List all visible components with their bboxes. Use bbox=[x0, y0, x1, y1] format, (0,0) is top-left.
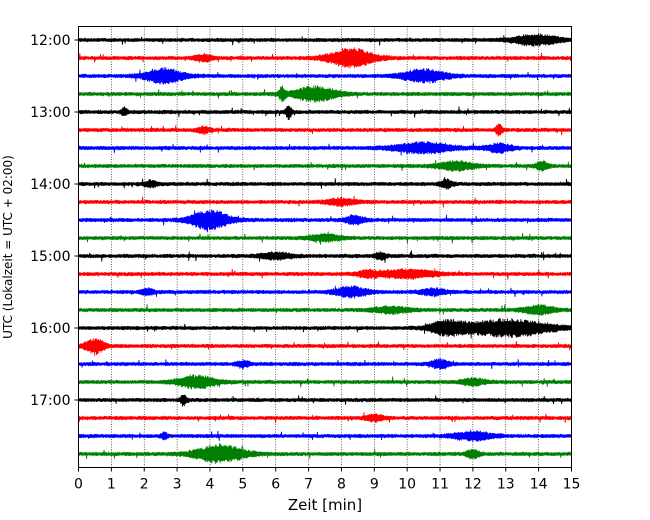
x-tick-label: 12 bbox=[464, 477, 482, 493]
seismogram-trace bbox=[78, 429, 572, 442]
x-tick-label: 3 bbox=[173, 477, 182, 493]
x-tick-label: 5 bbox=[238, 477, 247, 493]
seismogram-trace bbox=[78, 442, 572, 465]
seismogram-trace bbox=[78, 394, 572, 407]
x-tick-label: 15 bbox=[563, 477, 581, 493]
seismogram-trace bbox=[78, 303, 572, 316]
seismogram-trace bbox=[78, 231, 572, 245]
seismogram-trace bbox=[78, 159, 572, 173]
seismogram-trace bbox=[78, 285, 572, 299]
seismogram-trace bbox=[78, 123, 572, 137]
seismogram-trace bbox=[78, 337, 572, 356]
seismogram-trace bbox=[78, 412, 572, 424]
x-tick-label: 8 bbox=[337, 477, 346, 493]
x-tick-label: 7 bbox=[304, 477, 313, 493]
seismogram-trace bbox=[78, 268, 572, 280]
seismogram-trace bbox=[78, 357, 572, 370]
x-tick-label: 6 bbox=[271, 477, 280, 493]
x-axis-label: Zeit [min] bbox=[288, 496, 362, 514]
x-tick-label: 1 bbox=[107, 477, 116, 493]
plot-frame bbox=[78, 26, 572, 468]
x-tick-label: 4 bbox=[206, 477, 215, 493]
x-tick-label: 2 bbox=[140, 477, 149, 493]
seismogram-trace bbox=[78, 105, 572, 121]
y-tick-label: 17:00 bbox=[30, 393, 70, 409]
x-tick-label: 13 bbox=[497, 477, 515, 493]
x-tick-label: 14 bbox=[530, 477, 548, 493]
y-axis-ticks: 12:00 13:00 14:00 15:00 16:00 17:00 bbox=[30, 33, 79, 409]
x-axis-ticks: 0 1 2 3 4 5 6 7 8 9 10 11 12 13 14 15 bbox=[74, 467, 581, 493]
seismogram-trace bbox=[78, 250, 572, 263]
seismogram-trace bbox=[78, 209, 572, 233]
seismogram-trace bbox=[78, 85, 572, 103]
seismogram-trace bbox=[78, 176, 572, 190]
y-axis-label: UTC (Lokalzeit = UTC + 02:00) bbox=[1, 155, 15, 339]
x-tick-label: 9 bbox=[370, 477, 379, 493]
y-tick-label: 12:00 bbox=[30, 33, 70, 49]
seismogram-trace bbox=[78, 47, 572, 69]
vertical-grid bbox=[111, 26, 539, 468]
y-tick-label: 16:00 bbox=[30, 321, 70, 337]
y-tick-label: 14:00 bbox=[30, 177, 70, 193]
seismogram-traces bbox=[78, 33, 572, 465]
seismogram-trace bbox=[78, 374, 572, 390]
x-tick-label: 0 bbox=[74, 477, 83, 493]
y-tick-label: 13:00 bbox=[30, 105, 70, 121]
x-tick-label: 10 bbox=[398, 477, 416, 493]
seismogram-trace bbox=[78, 140, 572, 156]
seismogram-trace bbox=[78, 317, 572, 339]
y-tick-label: 15:00 bbox=[30, 249, 70, 265]
seismogram-trace bbox=[78, 33, 572, 47]
seismogram-trace bbox=[78, 67, 572, 85]
x-tick-label: 11 bbox=[431, 477, 449, 493]
seismogram-trace bbox=[78, 195, 572, 208]
